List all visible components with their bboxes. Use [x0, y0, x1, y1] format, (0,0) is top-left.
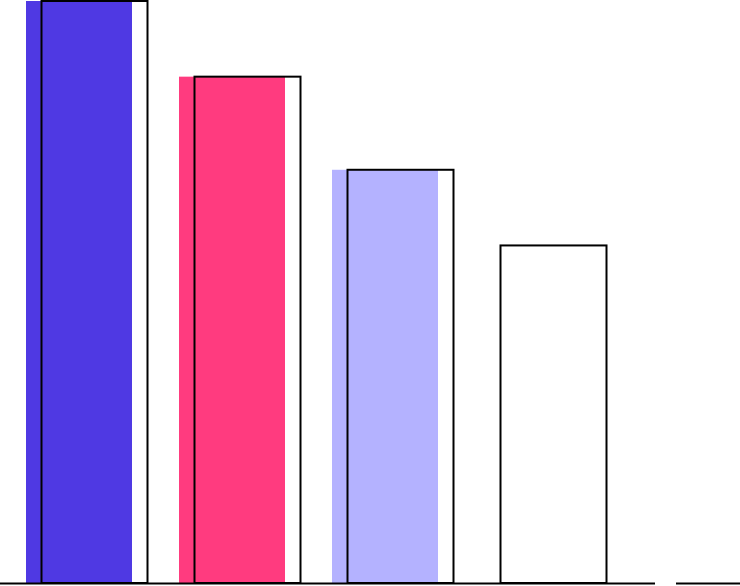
bar-fill-1 — [26, 1, 132, 583]
bar-fill-3 — [332, 169, 438, 583]
bar-fill-2 — [179, 76, 285, 583]
bars-group — [26, 0, 608, 584]
bar-outline-4 — [499, 244, 608, 584]
